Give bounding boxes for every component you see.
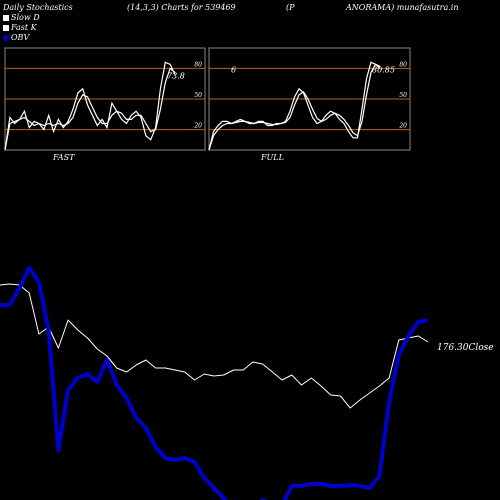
stock-name-right: ANORAMA) munafasutra.in <box>346 3 459 12</box>
stock-name-left: (P <box>286 3 295 12</box>
full-last-value-label: 80.85 <box>372 65 395 74</box>
full-aux-label: 6 <box>231 65 236 74</box>
legend-fast-k-label: Fast K <box>11 23 37 32</box>
fast-last-value-label: 73.8 <box>167 72 185 81</box>
full-ytick-50: 50 <box>399 92 407 99</box>
legend-slow-d-label: Slow D <box>11 13 40 22</box>
fast-series-slow-d <box>4 67 176 151</box>
fast-ytick-50: 50 <box>194 92 202 99</box>
fast-series-fast-k <box>4 61 176 151</box>
chart-title: Daily Stochastics <box>3 3 73 12</box>
full-panel-title: FULL <box>260 153 284 162</box>
close-price-label: 176.30Close <box>437 343 494 353</box>
chart-params: (14,3,3) Charts for 539469 <box>127 3 236 12</box>
obv-line <box>0 266 429 500</box>
legend-obv-swatch <box>3 35 9 41</box>
legend-slow-d-swatch <box>3 15 9 21</box>
full-series-fast-k <box>208 61 381 151</box>
legend-obv: OBV <box>3 33 29 42</box>
fast-ytick-80: 80 <box>194 61 202 68</box>
legend-fast-k: Fast K <box>3 23 37 32</box>
fast-panel-title: FAST <box>52 153 75 162</box>
legend-obv-label: OBV <box>11 33 30 42</box>
full-ytick-20: 20 <box>398 123 407 130</box>
legend-slow-d: Slow D <box>3 13 40 22</box>
fast-ytick-20: 20 <box>193 123 202 130</box>
full-series-slow-d <box>208 63 381 151</box>
price-line <box>0 283 429 409</box>
full-ytick-80: 80 <box>399 61 407 68</box>
legend-fast-k-swatch <box>3 25 9 31</box>
